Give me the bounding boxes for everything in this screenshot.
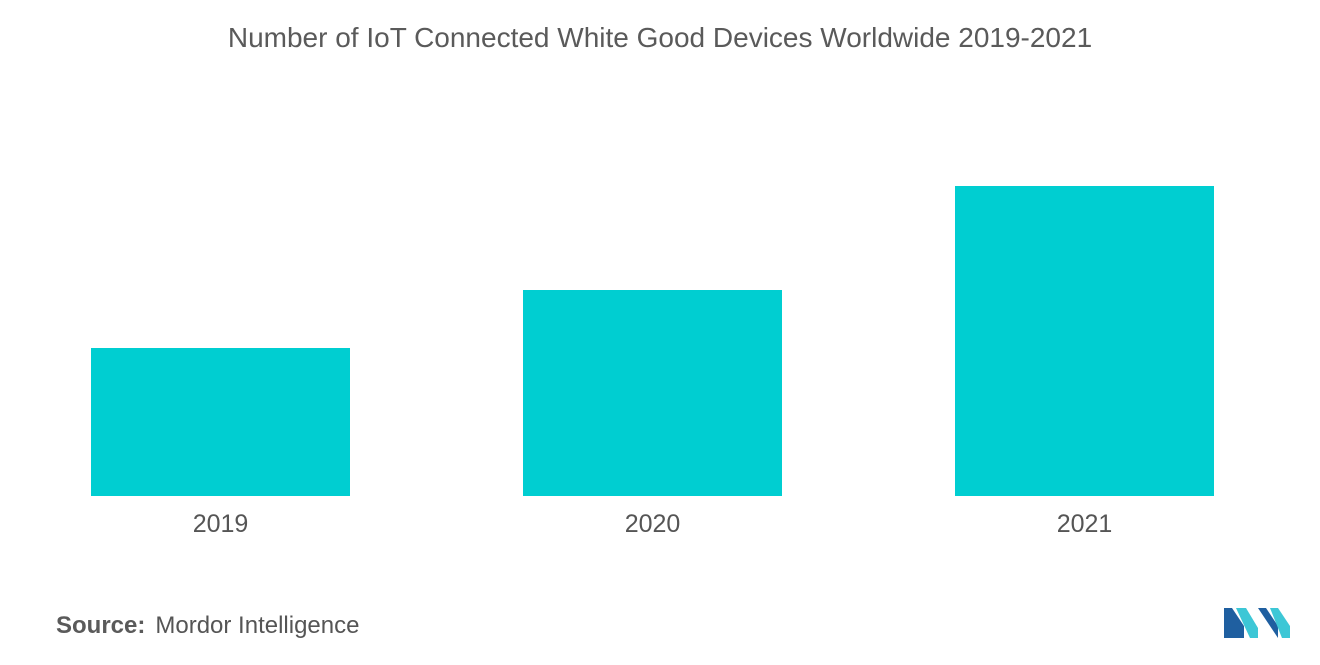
mordor-intelligence-logo-icon: [1224, 608, 1290, 638]
x-tick-label-2019: 2019: [193, 510, 249, 538]
bar-2020: [523, 290, 782, 496]
x-tick-label-2020: 2020: [625, 510, 681, 538]
x-tick-labels: 2019 2020 2021: [193, 510, 1113, 538]
bars-group: [91, 186, 1214, 496]
source-text: Mordor Intelligence: [155, 612, 360, 639]
x-tick-label-2021: 2021: [1057, 510, 1113, 538]
source-line: Source: Mordor Intelligence: [56, 612, 359, 640]
source-label: Source:: [56, 612, 146, 639]
bar-chart: 2019 2020 2021: [91, 186, 1214, 538]
bar-2019: [91, 348, 350, 496]
chart-title: Number of IoT Connected White Good Devic…: [227, 22, 1093, 53]
bar-2021: [955, 186, 1214, 496]
